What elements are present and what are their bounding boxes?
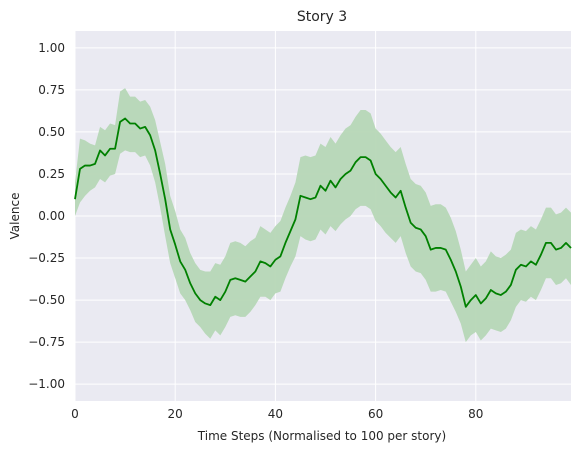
y-axis-ticks: −1.00 −0.75 −0.50 −0.25 0.00 0.25 0.50 0.75 1.00 xyxy=(28,41,65,391)
mean-valence-line xyxy=(74,117,572,308)
y-tick-label: 1.00 xyxy=(38,41,65,55)
y-tick-label: −0.50 xyxy=(28,293,65,307)
x-tick-label: 60 xyxy=(368,407,383,421)
y-tick-label: 0.75 xyxy=(38,83,65,97)
y-tick-label: 0.50 xyxy=(38,125,65,139)
x-axis-ticks: 0 20 40 60 80 xyxy=(71,407,483,421)
y-axis-label: Valence xyxy=(8,193,22,240)
y-tick-label: 0.25 xyxy=(38,167,65,181)
confidence-band xyxy=(75,88,571,343)
x-axis-label: Time Steps (Normalised to 100 per story) xyxy=(197,429,446,443)
x-tick-label: 40 xyxy=(268,407,283,421)
y-tick-label: 0.00 xyxy=(38,209,65,223)
chart-title: Story 3 xyxy=(297,9,347,25)
series-line xyxy=(74,117,572,308)
y-tick-label: −1.00 xyxy=(28,377,65,391)
x-tick-label: 0 xyxy=(71,407,79,421)
x-tick-label: 20 xyxy=(168,407,183,421)
confidence-band-area xyxy=(75,88,571,343)
y-tick-label: −0.25 xyxy=(28,251,65,265)
y-tick-label: −0.75 xyxy=(28,335,65,349)
x-tick-label: 80 xyxy=(468,407,483,421)
